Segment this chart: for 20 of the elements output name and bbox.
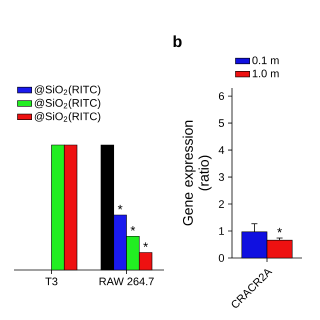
annotation: * — [143, 242, 148, 247]
y-tick-label: 5 — [218, 119, 224, 127]
y-tick-label: 6 — [218, 92, 224, 100]
annotation: * — [277, 228, 282, 232]
annotation: * — [118, 204, 122, 210]
x-tick-label: RAW 264.7 — [100, 278, 154, 286]
y-tick-label: 4 — [218, 146, 224, 154]
legend-label: @SiO$_{2}$(RITC) — [34, 112, 100, 122]
legend-label: 0.1 m — [252, 56, 279, 64]
y-axis-title: Gene expression (ratio) — [182, 120, 212, 226]
legend-label: 1.0 m — [252, 70, 279, 78]
y-tick-label: 3 — [218, 173, 224, 181]
legend-label: @SiO$_{2}$(RITC) — [34, 98, 100, 109]
y-tick-label: 2 — [218, 200, 224, 208]
x-tick-label: T3 — [45, 278, 58, 286]
legend-label: @SiO$_{2}$(RITC) — [34, 85, 100, 96]
y-tick-label: 1 — [219, 227, 224, 235]
annotation: * — [130, 226, 136, 231]
y-tick-label: 0 — [218, 254, 224, 262]
text: b — [174, 35, 182, 48]
